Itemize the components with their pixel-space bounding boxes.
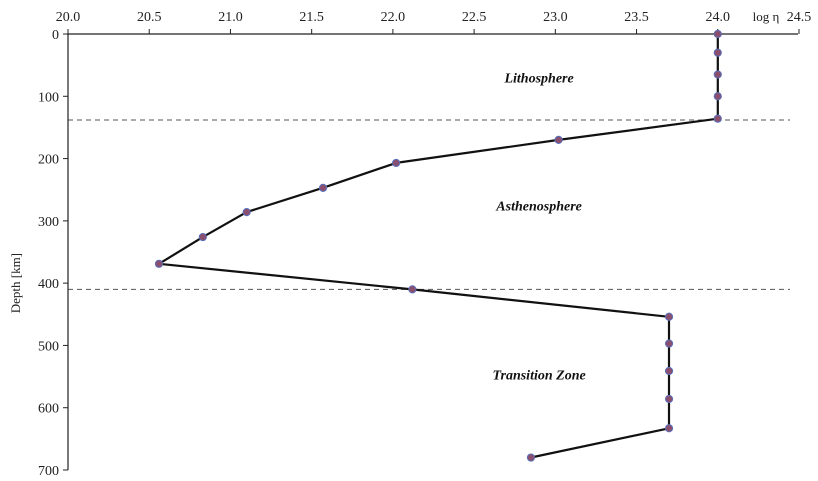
y-tick-label: 700 [38,464,59,479]
data-point [392,158,401,168]
y-tick-label: 200 [38,153,59,168]
y-axis-label: Depth [km] [8,253,23,313]
x-tick-label: 20.0 [56,10,81,25]
zone-label: Asthenosphere [495,199,582,214]
series-line [157,34,719,459]
y-tick-label: 600 [38,402,59,417]
data-point [713,114,722,123]
data-point [664,424,674,433]
data-point [664,366,674,376]
data-point [664,394,674,404]
data-point [408,285,417,294]
data-point [242,208,251,217]
data-point [713,92,722,101]
y-tick-label: 300 [38,215,59,230]
x-tick-label: 21.5 [299,10,324,25]
data-point [713,29,722,39]
zone-label: Lithosphere [503,72,573,87]
data-point [526,453,536,462]
y-tick-label: 0 [52,28,59,43]
zone-annotations: Lithosphere Asthenosphere Transition Zone [492,72,585,384]
x-tick-label: 22.5 [462,10,487,25]
data-point [554,135,563,144]
y-tick-label: 100 [38,90,59,105]
tick-labels: 20.0 20.5 21.0 21.5 22.0 22.5 23.0 23.5 24.0 24.5… [38,10,811,479]
data-series [154,29,722,462]
x-tick-label: 20.5 [137,10,162,25]
x-tick-label: 24.0 [706,10,731,25]
axes [67,33,798,470]
boundary-lines [68,119,790,290]
x-tick-label: 23.0 [543,10,568,25]
data-point [318,183,328,192]
data-point [154,259,164,268]
data-point [713,48,722,57]
data-point [664,312,674,321]
x-axis-label: log η [753,9,780,24]
x-tick-label: 21.0 [218,10,243,25]
zone-label: Transition Zone [492,369,585,384]
x-tick-label: 23.5 [624,10,649,25]
data-point [664,339,674,348]
y-tick-label: 500 [38,339,59,354]
x-tick-label: 24.5 [787,10,812,25]
data-point [198,232,207,242]
x-tick-label: 22.0 [381,10,406,25]
y-tick-label: 400 [38,277,59,292]
data-point [713,70,722,79]
